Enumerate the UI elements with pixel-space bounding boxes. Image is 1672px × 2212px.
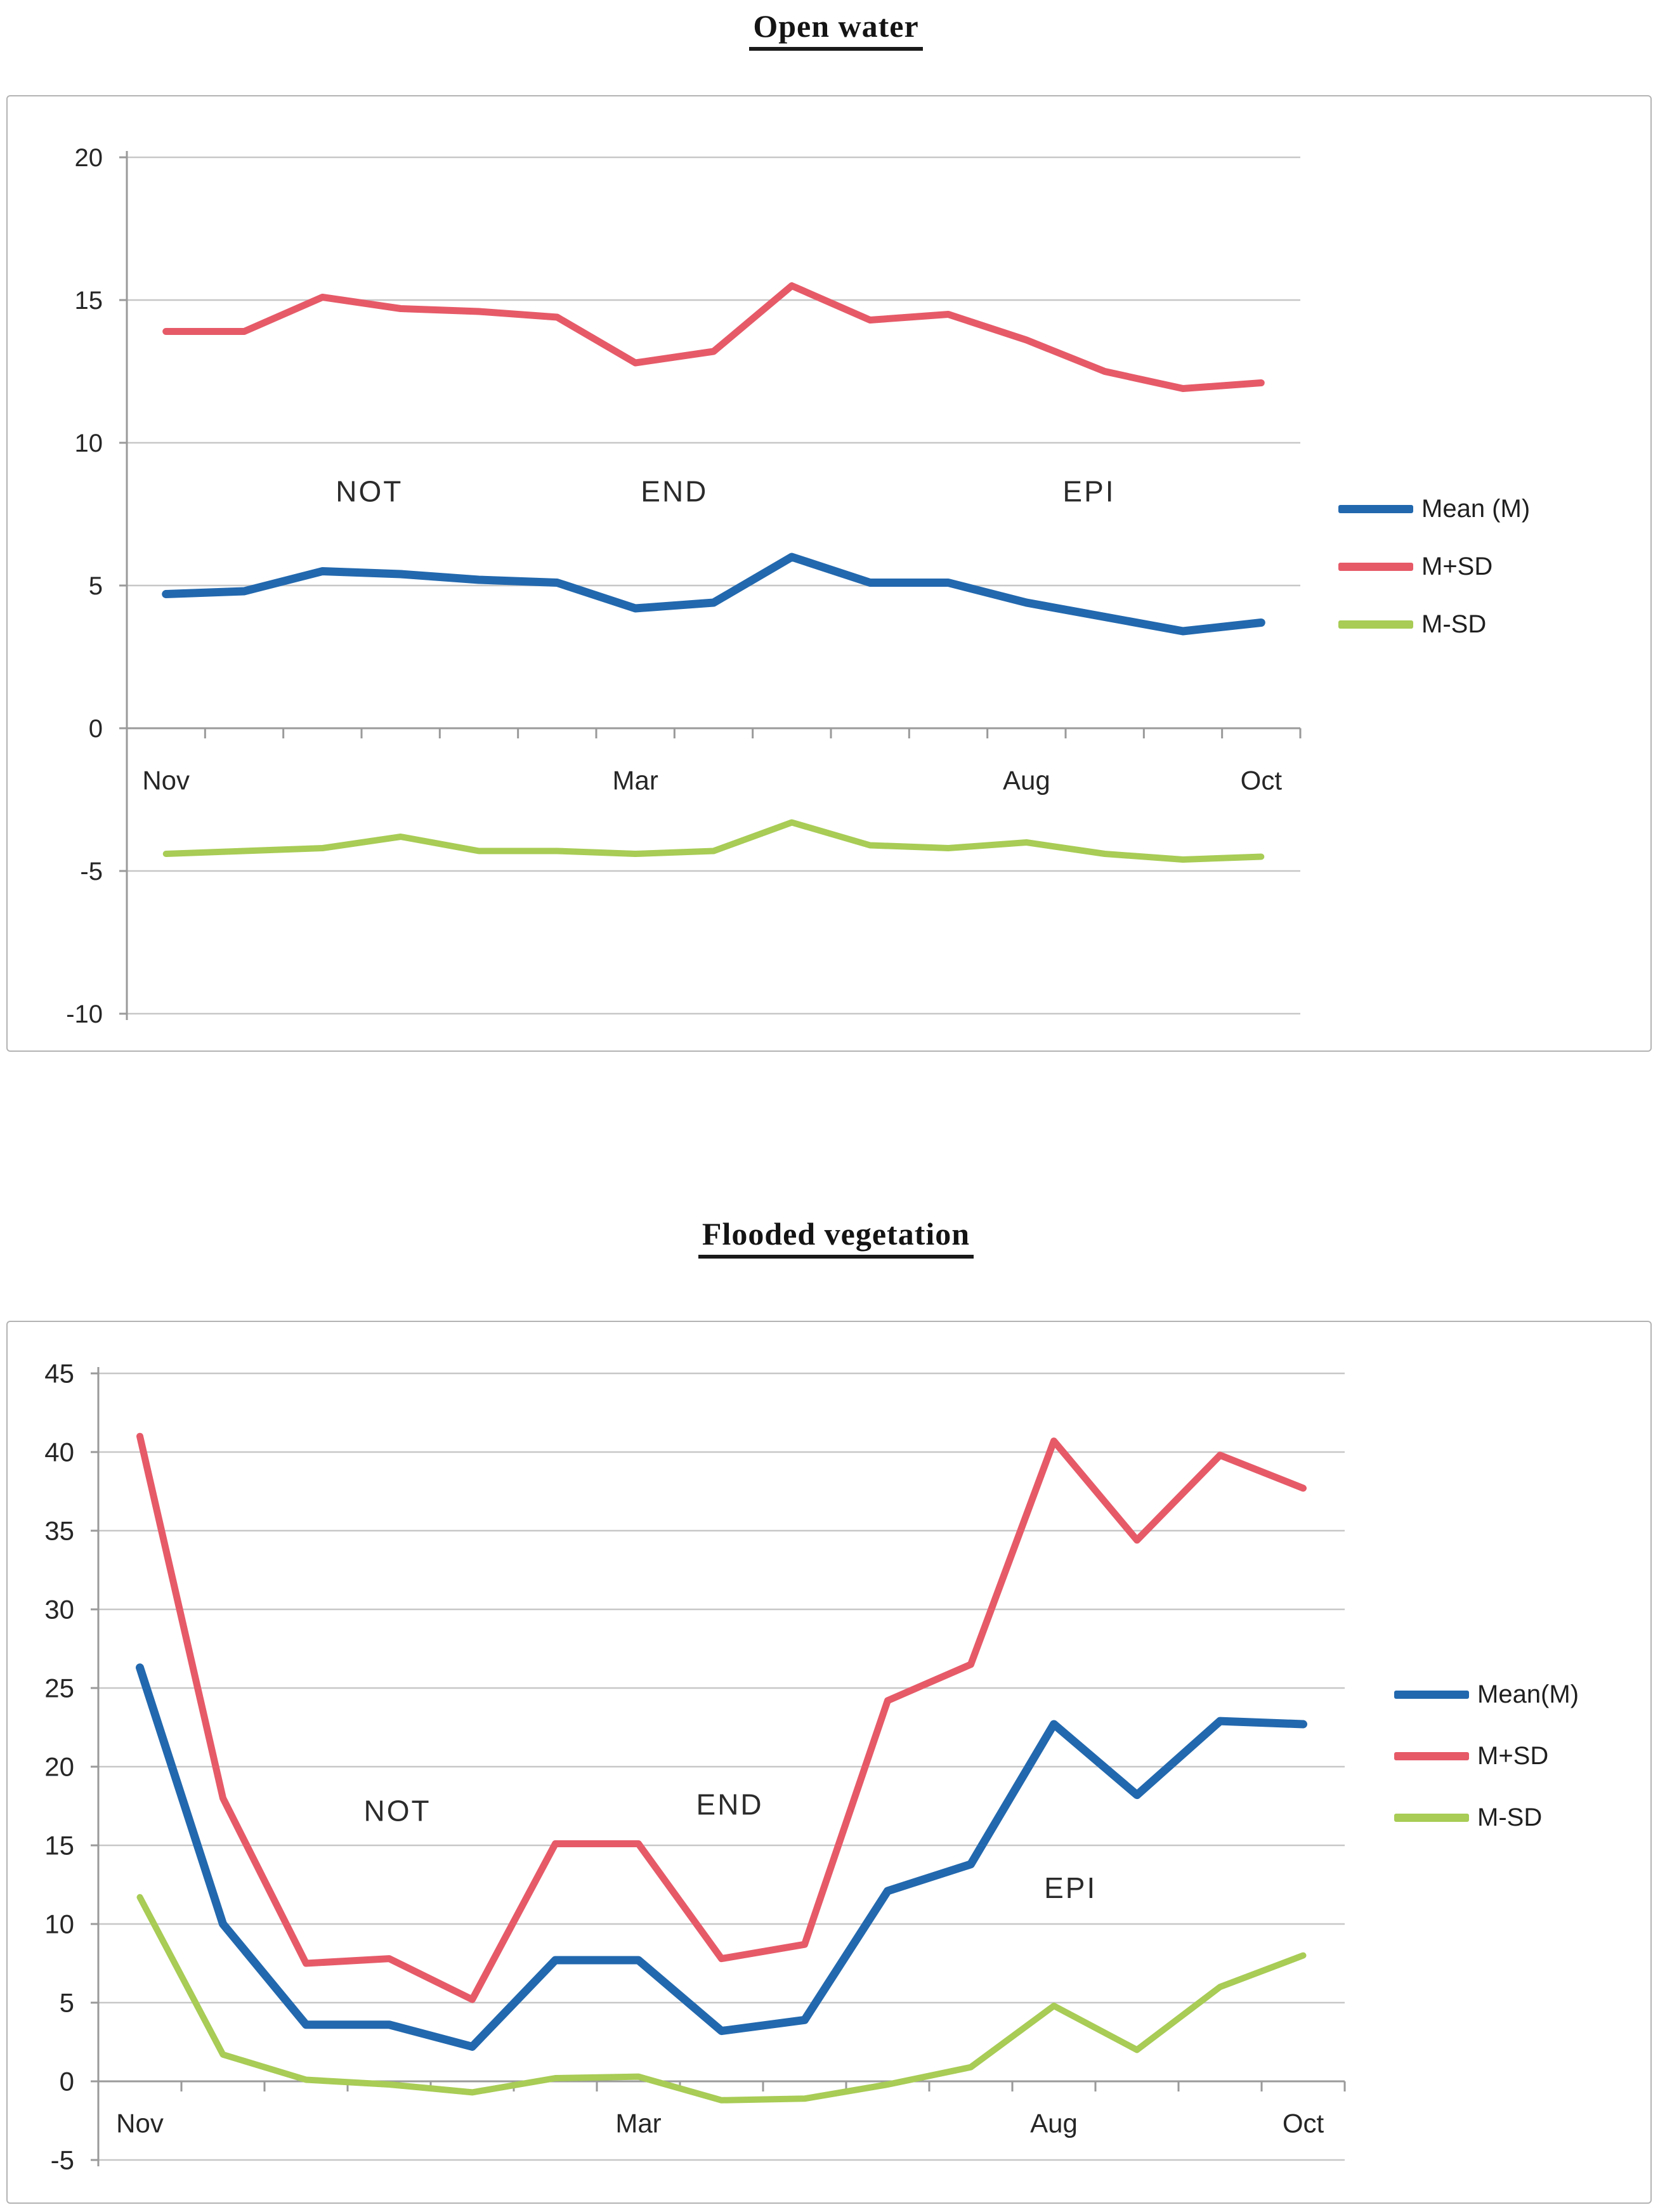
mean-line-swatch-icon (1338, 505, 1413, 513)
x-tick-label: Oct (1241, 766, 1283, 795)
flooded-vegetation-chart: 45 40 35 30 25 20 15 10 5 0 -5 Nov Mar Aug Oct NOT END EP… (6, 1321, 1652, 2204)
chart-title-text: Flooded vegetation (698, 1215, 974, 1259)
annotation-end: END (696, 1788, 764, 1821)
m-minus-sd-line-swatch-icon (1394, 1814, 1469, 1822)
open-water-legend: Mean (M) M+SD M-SD (1338, 495, 1530, 639)
legend-label-m-minus-sd: M-SD (1421, 610, 1487, 638)
x-tick-label: Nov (116, 2109, 164, 2138)
x-tick-label: Aug (1030, 2109, 1078, 2138)
x-tick-label: Mar (615, 2109, 661, 2138)
series-line-m-sd (162, 819, 1265, 863)
y-tick-label: 10 (44, 1909, 74, 1939)
y-tick-label: 20 (44, 1752, 74, 1782)
chart-title-flooded-vegetation: Flooded vegetation (0, 1215, 1672, 1259)
y-tick-label: -10 (66, 1000, 103, 1028)
y-tick-label: 30 (44, 1595, 74, 1625)
y-tick-label: 15 (75, 287, 103, 315)
y-tick-label: 40 (44, 1437, 74, 1467)
annotation-epi: EPI (1062, 475, 1115, 508)
series-line-m-sd (136, 1894, 1307, 2104)
y-tick-label: 20 (75, 144, 103, 172)
flooded-vegetation-plot: 45 40 35 30 25 20 15 10 5 0 -5 Nov Mar Aug Oct NOT END EP… (44, 1359, 1346, 2175)
legend-item-m-minus-sd: M-SD (1338, 610, 1530, 639)
annotation-epi: EPI (1044, 1871, 1097, 1904)
y-tick-label: 5 (60, 1988, 74, 2018)
legend-item-mean: Mean(M) (1394, 1680, 1579, 1709)
x-tick-label: Nov (142, 766, 190, 795)
y-tick-label: 0 (89, 715, 103, 743)
chart-title-open-water: Open water (0, 8, 1672, 51)
series-line-mean-m- (136, 1663, 1307, 2051)
annotation-end: END (641, 475, 708, 508)
y-tick-label: -5 (51, 2145, 74, 2175)
y-tick-label: 0 (60, 2067, 74, 2097)
open-water-chart: 20 15 10 5 0 -5 -10 Nov Mar Aug Oct NOT END EPI Mean … (6, 95, 1652, 1052)
legend-label-mean: Mean (M) (1421, 495, 1531, 523)
legend-item-mean: Mean (M) (1338, 495, 1530, 523)
chart-title-text: Open water (749, 8, 923, 51)
legend-item-m-plus-sd: M+SD (1338, 553, 1530, 581)
x-tick-label: Aug (1003, 766, 1050, 795)
series-line-m-sd (162, 282, 1265, 392)
y-tick-label: 15 (44, 1831, 74, 1861)
mean-line-swatch-icon (1394, 1691, 1469, 1699)
flooded-vegetation-legend: Mean(M) M+SD M-SD (1394, 1680, 1579, 1832)
y-tick-label: 45 (44, 1359, 74, 1389)
series-line-mean-m- (162, 553, 1265, 636)
y-tick-label: 35 (44, 1516, 74, 1546)
legend-label-m-minus-sd: M-SD (1477, 1803, 1543, 1831)
x-tick-label: Oct (1283, 2109, 1324, 2138)
legend-item-m-plus-sd: M+SD (1394, 1742, 1579, 1770)
annotation-not: NOT (364, 1795, 431, 1828)
series-line-m-sd (136, 1432, 1307, 2003)
m-plus-sd-line-swatch-icon (1394, 1752, 1469, 1760)
y-tick-label: 25 (44, 1673, 74, 1703)
m-minus-sd-line-swatch-icon (1338, 620, 1413, 629)
y-tick-label: 10 (75, 429, 103, 457)
open-water-plot: 20 15 10 5 0 -5 -10 Nov Mar Aug Oct NOT END EPI (66, 144, 1302, 1028)
legend-label-m-plus-sd: M+SD (1421, 553, 1493, 580)
legend-item-m-minus-sd: M-SD (1394, 1803, 1579, 1832)
legend-label-mean: Mean(M) (1477, 1680, 1579, 1708)
x-tick-label: Mar (612, 766, 658, 795)
annotation-not: NOT (336, 475, 403, 508)
y-tick-label: 5 (89, 572, 103, 600)
y-tick-label: -5 (80, 858, 103, 886)
m-plus-sd-line-swatch-icon (1338, 563, 1413, 571)
legend-label-m-plus-sd: M+SD (1477, 1742, 1549, 1770)
